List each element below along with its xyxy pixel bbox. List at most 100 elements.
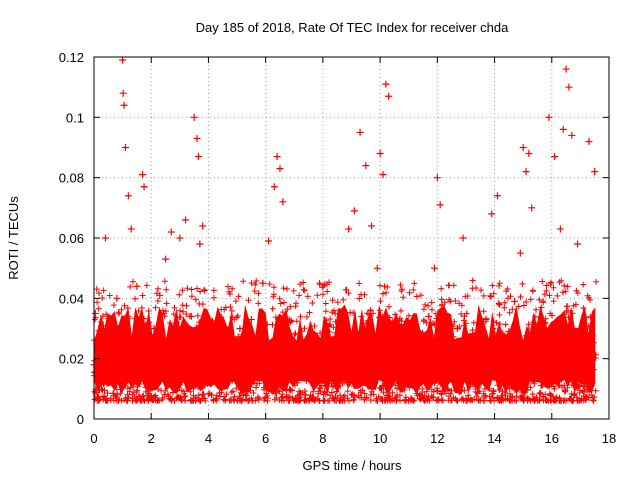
data-point — [144, 367, 152, 375]
data-point — [273, 153, 281, 161]
data-point — [379, 171, 387, 179]
data-point — [476, 334, 484, 342]
data-point — [522, 168, 530, 176]
data-point — [376, 150, 384, 158]
data-point — [236, 325, 244, 332]
data-point — [142, 337, 149, 345]
data-point — [559, 125, 567, 133]
data-point — [202, 340, 210, 348]
y-tick-label: 0.02 — [59, 352, 84, 367]
data-point — [516, 249, 524, 257]
data-point — [350, 207, 358, 215]
data-point — [110, 358, 118, 366]
data-point — [299, 355, 307, 363]
axis-ticks — [93, 56, 610, 420]
data-point — [242, 361, 250, 369]
data-point — [279, 198, 287, 206]
data-point — [525, 150, 533, 158]
data-point — [327, 349, 335, 357]
data-point — [471, 361, 479, 369]
data-point — [425, 312, 433, 320]
data-point — [419, 337, 427, 345]
data-point — [345, 225, 353, 233]
data-point — [119, 56, 127, 64]
data-point — [528, 204, 536, 212]
data-point — [153, 358, 161, 366]
dense-data-cloud — [91, 277, 600, 404]
data-point — [585, 137, 593, 145]
data-point — [179, 361, 187, 369]
data-point — [93, 373, 101, 381]
data-point — [259, 279, 267, 287]
x-tick-label: 14 — [487, 431, 501, 446]
data-point — [493, 192, 501, 200]
data-point — [551, 153, 559, 161]
data-point — [130, 343, 138, 351]
data-point — [96, 331, 104, 339]
data-point — [562, 65, 570, 73]
chart-title: Day 185 of 2018, Rate Of TEC Index for r… — [196, 20, 509, 35]
x-tick-label: 6 — [262, 431, 269, 446]
y-tick-label: 0.1 — [66, 110, 84, 125]
data-point — [310, 331, 318, 339]
data-point — [574, 240, 582, 248]
x-tick-label: 12 — [430, 431, 444, 446]
data-point — [199, 222, 207, 230]
data-point — [482, 315, 490, 323]
data-point — [373, 264, 381, 272]
data-point — [385, 92, 393, 100]
data-point — [133, 282, 141, 290]
data-point — [556, 225, 564, 233]
data-point — [173, 331, 181, 339]
data-point — [101, 234, 109, 242]
data-point — [120, 101, 128, 109]
data-point — [539, 321, 547, 329]
data-point — [402, 325, 410, 332]
data-point — [453, 325, 461, 332]
data-point — [568, 131, 576, 139]
data-point — [170, 355, 178, 363]
data-point — [362, 162, 370, 170]
data-point — [356, 128, 364, 136]
y-axis-label: ROTI / TECUs — [6, 196, 21, 280]
data-point — [196, 240, 204, 248]
dense-band — [94, 304, 596, 395]
data-point — [533, 340, 541, 348]
data-point — [140, 183, 148, 191]
data-point — [448, 343, 456, 351]
data-point — [436, 201, 444, 209]
data-point — [253, 349, 261, 357]
data-point — [339, 321, 347, 329]
data-point — [465, 355, 473, 363]
data-point — [193, 134, 201, 142]
data-point — [136, 361, 144, 369]
data-point — [147, 346, 155, 354]
data-point — [442, 358, 450, 366]
data-point — [139, 171, 147, 179]
data-point — [505, 328, 513, 336]
data-point — [224, 340, 232, 348]
data-point — [194, 153, 202, 161]
data-point — [305, 367, 313, 375]
data-point — [162, 255, 170, 263]
data-point — [287, 361, 295, 369]
data-point — [213, 352, 221, 360]
data-point — [164, 349, 172, 357]
data-point — [270, 183, 278, 191]
data-point — [91, 309, 99, 317]
data-point — [382, 80, 390, 88]
y-tick-label: 0 — [77, 412, 84, 427]
data-point — [124, 192, 132, 200]
x-tick-label: 16 — [545, 431, 559, 446]
data-point — [282, 325, 290, 332]
data-point — [107, 364, 115, 372]
data-point — [591, 168, 599, 176]
data-point — [276, 165, 284, 173]
data-points — [90, 56, 599, 387]
data-point — [113, 294, 121, 302]
data-point — [293, 379, 301, 387]
data-point — [150, 325, 158, 332]
data-point — [488, 210, 496, 218]
data-point — [159, 364, 167, 372]
